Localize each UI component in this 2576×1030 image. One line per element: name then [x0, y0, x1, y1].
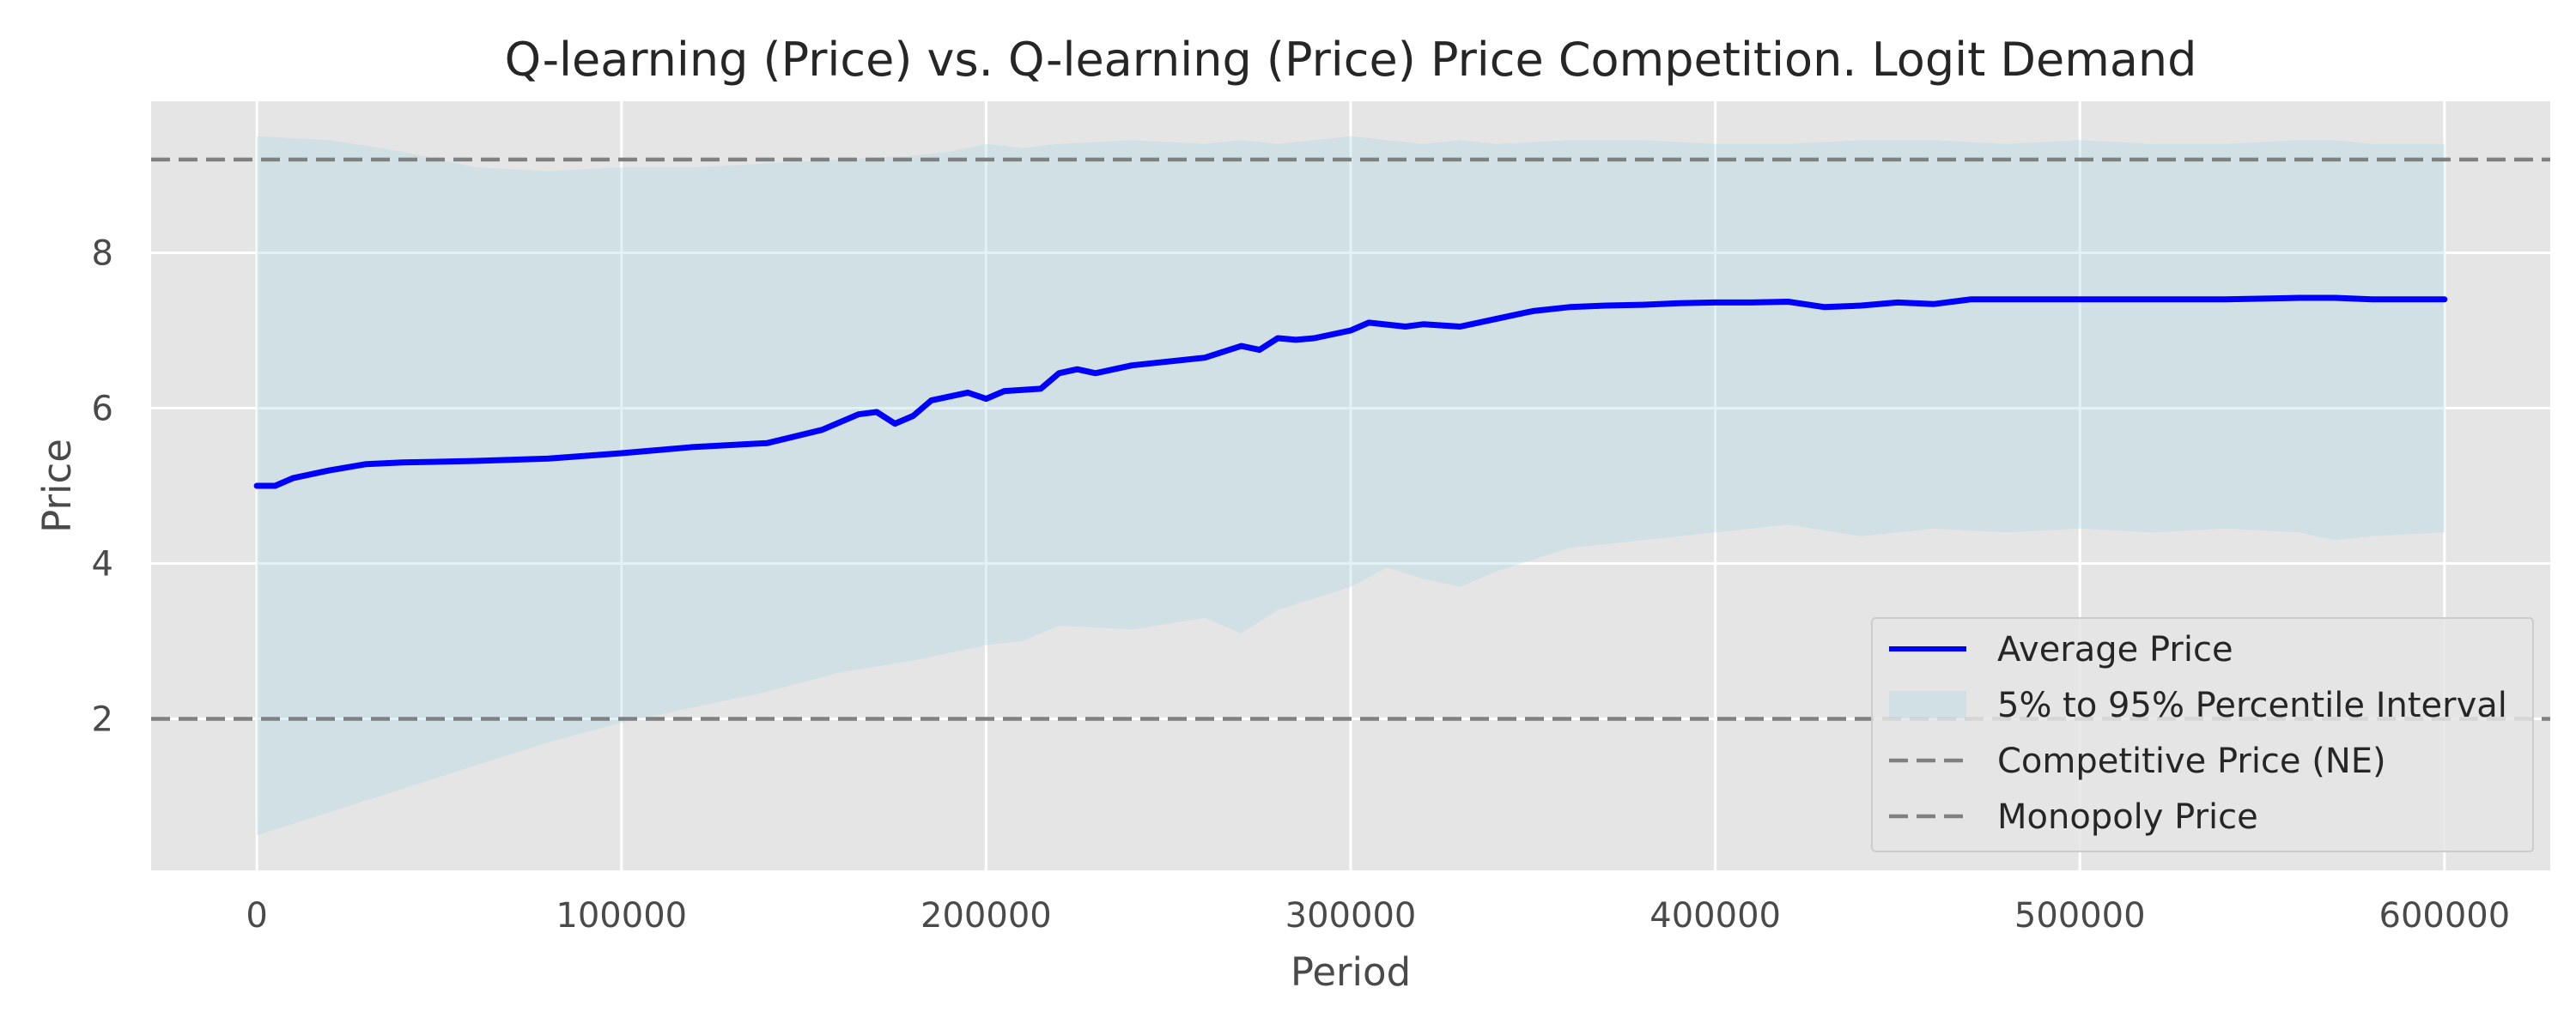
average-price-line: [253, 294, 2448, 489]
legend-swatch-band: [1889, 691, 1966, 718]
percentile-band: [257, 136, 2445, 836]
legend-item-average-price: Average Price: [1889, 630, 2233, 670]
legend-item-competitive-price: Competitive Price (NE): [1889, 742, 2386, 781]
y-tick-label: 4: [92, 545, 113, 585]
legend-label: Average Price: [1997, 630, 2233, 670]
x-tick-label: 500000: [2014, 896, 2146, 936]
y-axis-ticks: 2 4 6 8: [92, 233, 113, 739]
y-tick-label: 6: [92, 389, 113, 428]
legend: Average Price 5% to 95% Percentile Interv…: [1871, 617, 2534, 852]
legend-label: 5% to 95% Percentile Interval: [1997, 686, 2507, 725]
legend-item-percentile-interval: 5% to 95% Percentile Interval: [1889, 686, 2507, 725]
legend-label: Monopoly Price: [1997, 797, 2258, 837]
x-tick-label: 0: [246, 896, 267, 936]
x-axis-label: Period: [1291, 949, 1411, 995]
legend-item-monopoly-price: Monopoly Price: [1889, 797, 2258, 837]
series-lines: [253, 294, 2448, 489]
x-tick-label: 400000: [1649, 896, 1781, 936]
x-tick-label: 100000: [556, 896, 687, 936]
reference-lines: [151, 157, 2550, 721]
y-tick-label: 2: [92, 700, 113, 740]
x-tick-label: 300000: [1285, 896, 1417, 936]
x-tick-label: 600000: [2379, 896, 2511, 936]
x-tick-label: 200000: [920, 896, 1052, 936]
x-axis-ticks: 0 100000 200000 300000 400000 500000 600000: [246, 896, 2510, 936]
y-axis-label: Price: [34, 439, 80, 533]
legend-label: Competitive Price (NE): [1997, 742, 2386, 781]
y-tick-label: 8: [92, 233, 113, 273]
legend-frame: [1871, 617, 2534, 852]
chart-title: Q-learning (Price) vs. Q-learning (Price…: [505, 33, 2197, 87]
percentile-band-area: [257, 136, 2445, 836]
